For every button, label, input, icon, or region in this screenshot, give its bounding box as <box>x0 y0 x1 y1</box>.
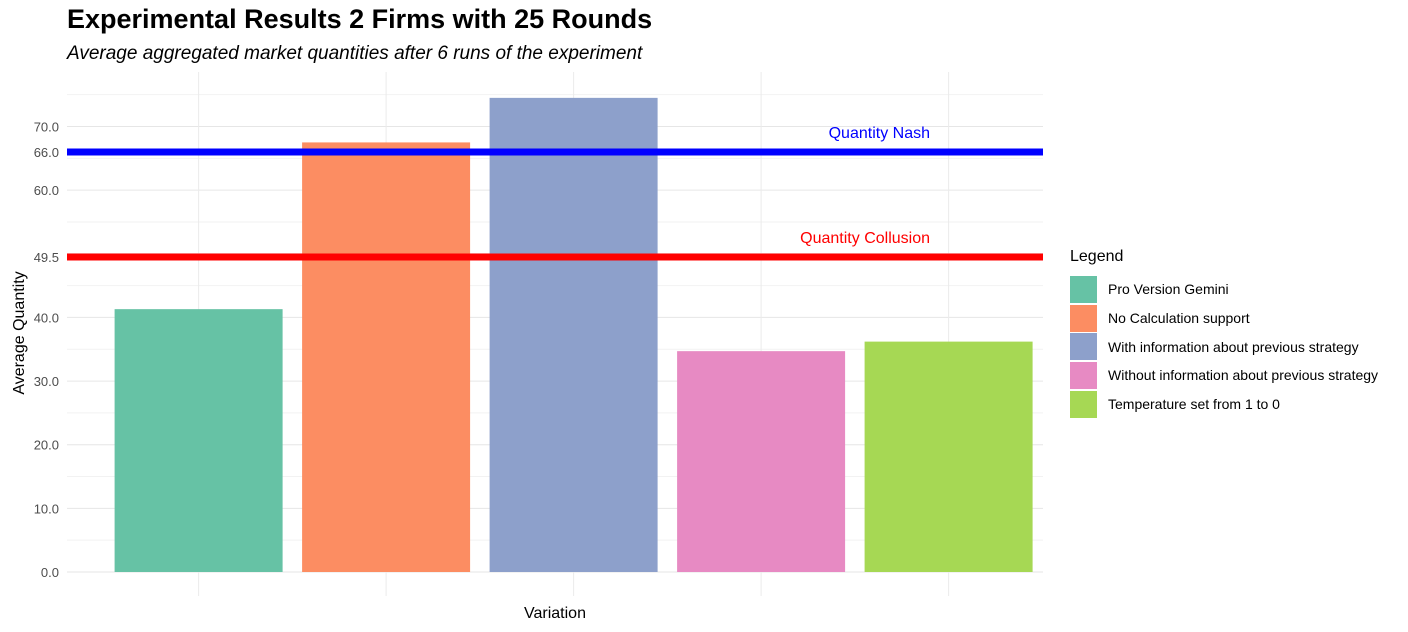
y-tick-label: 40.0 <box>34 310 59 325</box>
y-tick-label: 66.0 <box>34 145 59 160</box>
legend-swatch <box>1070 390 1097 418</box>
y-tick-label: 70.0 <box>34 120 59 135</box>
reference-line-label-1: Quantity Nash <box>829 125 930 142</box>
bar-5 <box>864 341 1033 572</box>
reference-lines: Quantity Nash Quantity Collusion <box>67 125 1043 261</box>
y-tick-label: 0.0 <box>41 565 59 580</box>
x-axis-title: Variation <box>524 605 586 622</box>
y-axis-title: Average Quantity <box>11 271 28 394</box>
y-tick-label: 60.0 <box>34 183 59 198</box>
legend-label: Pro Version Gemini <box>1108 281 1229 298</box>
legend-item: Without information about previous strat… <box>1070 361 1378 390</box>
legend-label: No Calculation support <box>1108 310 1250 327</box>
y-tick-label: 30.0 <box>34 374 59 389</box>
legend-items: Pro Version Gemini No Calculation support… <box>1070 275 1378 418</box>
bar-4 <box>677 351 846 572</box>
legend: Legend Pro Version Gemini No Calculation … <box>1070 248 1378 418</box>
legend-item: Temperature set from 1 to 0 <box>1070 390 1378 419</box>
chart-title: Experimental Results 2 Firms with 25 Rou… <box>67 4 653 34</box>
legend-swatch <box>1070 275 1097 303</box>
y-tick-label: 10.0 <box>34 501 59 516</box>
bar-1 <box>114 309 283 572</box>
y-tick-label: 20.0 <box>34 438 59 453</box>
legend-item: With information about previous strategy <box>1070 332 1378 361</box>
legend-swatch <box>1070 333 1097 361</box>
reference-line-label-2: Quantity Collusion <box>800 230 930 247</box>
legend-item: No Calculation support <box>1070 304 1378 333</box>
legend-swatch <box>1070 361 1097 389</box>
bar-2 <box>302 142 471 573</box>
bar-3 <box>489 97 658 572</box>
legend-label: With information about previous strategy <box>1108 338 1359 355</box>
y-axis-ticks: 0.0 10.0 20.0 30.0 40.0 49.5 60.0 66.0 70.0 <box>34 120 59 581</box>
legend-label: Temperature set from 1 to 0 <box>1108 396 1280 413</box>
legend-swatch <box>1070 304 1097 332</box>
legend-item: Pro Version Gemini <box>1070 275 1378 304</box>
plot-area: Quantity Nash Quantity Collusion 0.0 10.0 2… <box>11 72 1043 622</box>
legend-label: Without information about previous strat… <box>1108 367 1379 384</box>
chart-subtitle: Average aggregated market quantities aft… <box>67 43 643 64</box>
y-tick-label: 49.5 <box>34 250 59 265</box>
bars <box>114 97 1033 573</box>
legend-title: Legend <box>1070 248 1124 265</box>
